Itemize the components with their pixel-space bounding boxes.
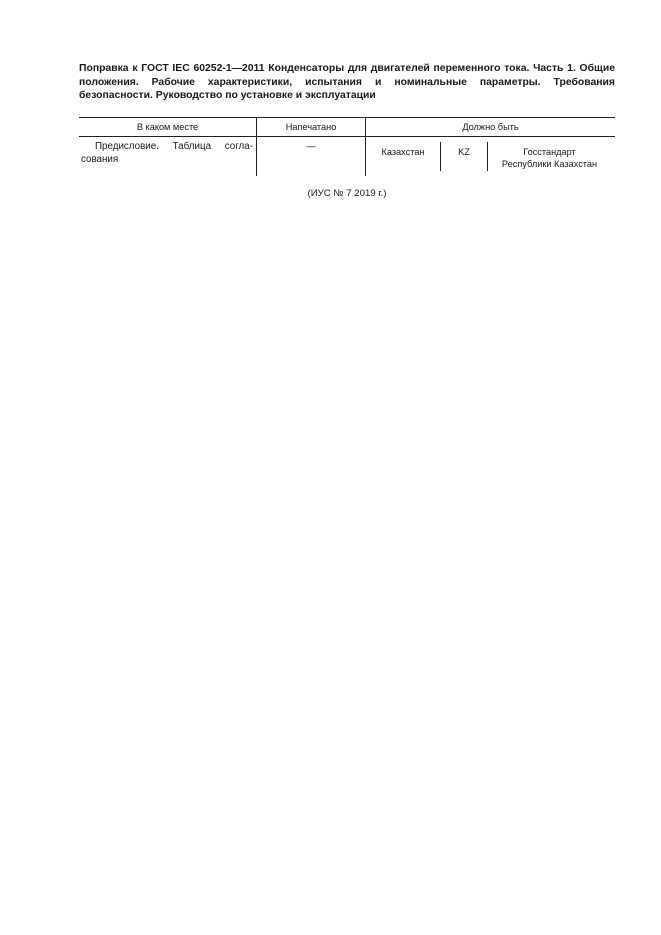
table-top-rule — [79, 117, 615, 118]
inner-divider — [440, 142, 441, 171]
cell-location: Предисловие. Таблица согла-сования — [81, 141, 253, 165]
column-divider — [365, 117, 366, 176]
document-title: Поправка к ГОСТ IEC 60252-1—2011 Конденс… — [79, 63, 615, 102]
inner-divider — [487, 142, 488, 171]
cell-country: Казахстан — [381, 147, 425, 157]
header-printed: Напечатано — [285, 122, 337, 132]
column-divider — [256, 117, 257, 176]
header-rule — [79, 136, 615, 137]
cell-authority: Госстандарт Республики Казахстан — [501, 147, 598, 169]
cell-code: KZ — [458, 147, 470, 157]
header-location: В каком месте — [136, 122, 199, 132]
header-should-be: Должно быть — [462, 122, 519, 132]
footnote: (ИУС № 7 2019 г.) — [307, 188, 387, 199]
cell-printed: — — [306, 141, 316, 151]
